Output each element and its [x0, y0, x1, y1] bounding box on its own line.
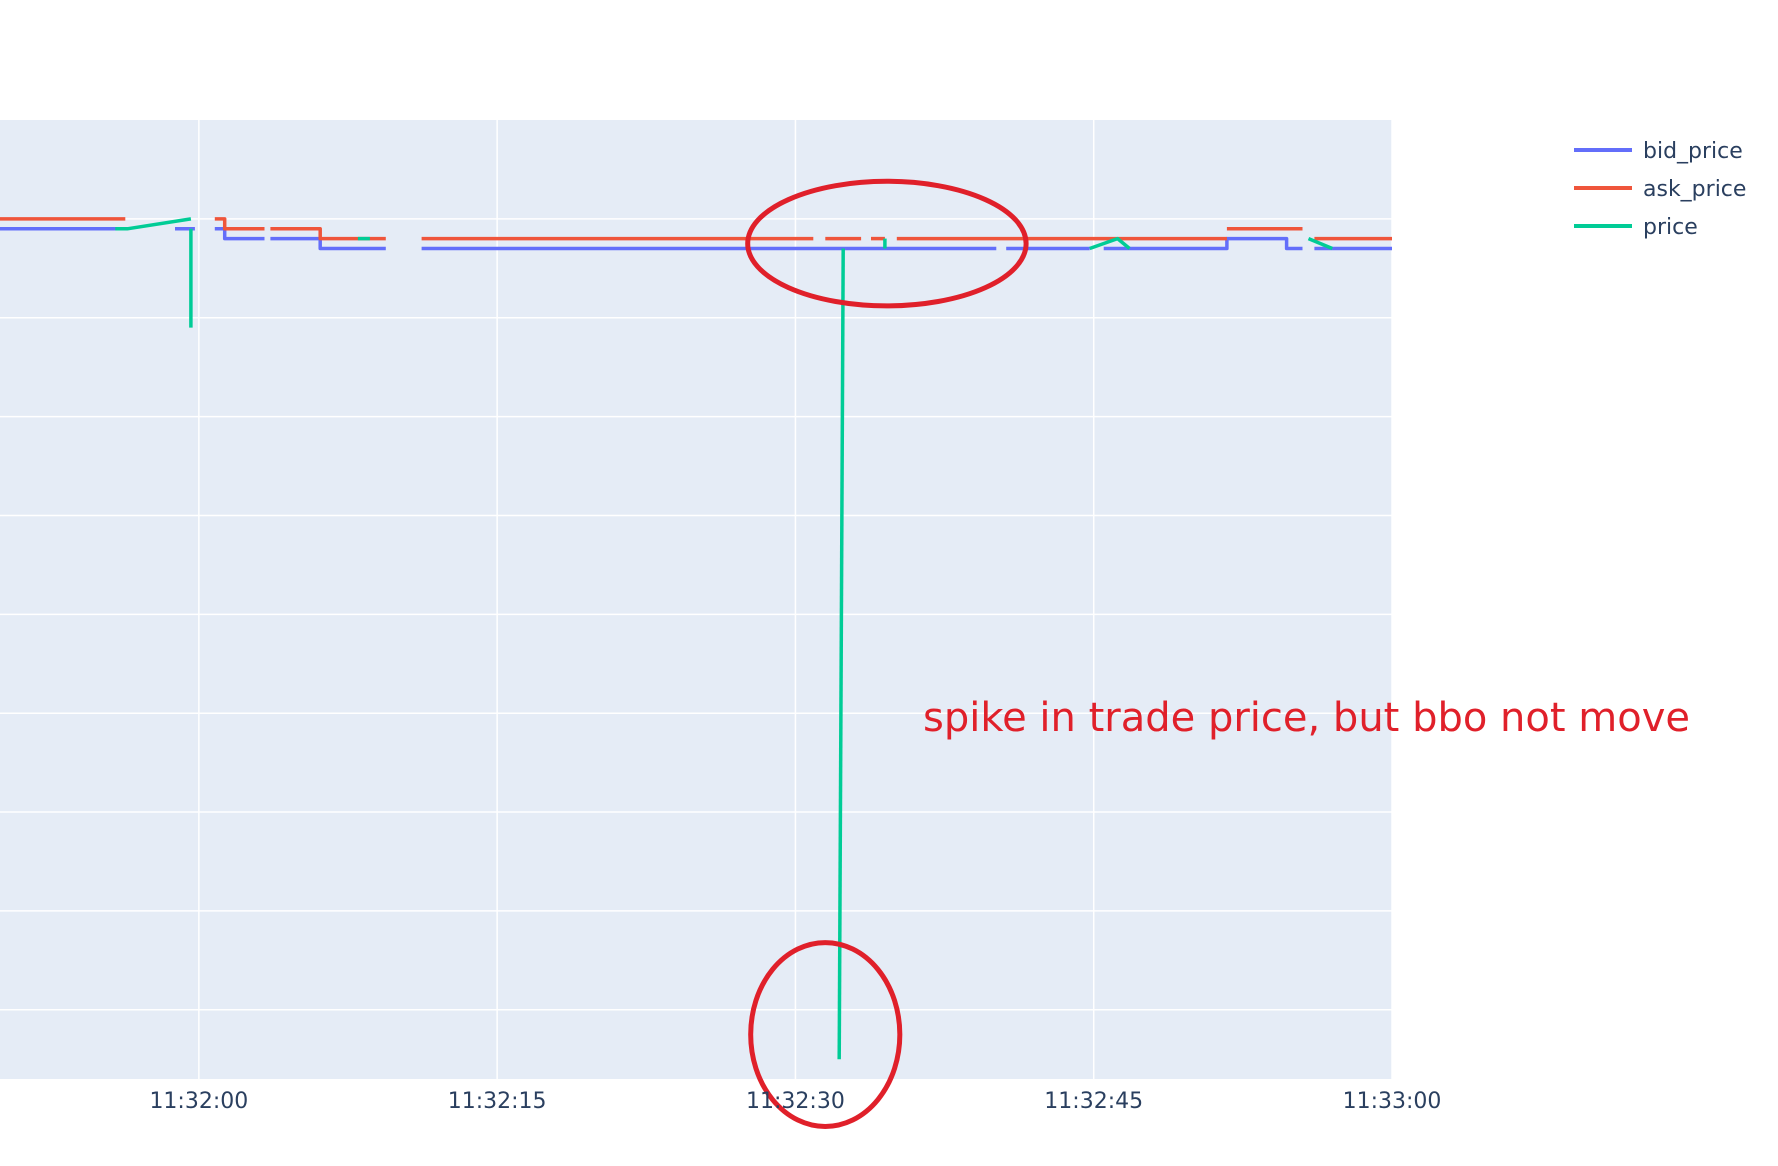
x-tick-label-0: 11:32:00 — [149, 1089, 248, 1114]
x-tick-label-4: 11:33:00 — [1343, 1089, 1442, 1114]
price-line-segment-3 — [837, 248, 845, 1060]
x-tick-label-2: 11:32:30 — [746, 1089, 845, 1114]
highlight-ellipse-0 — [745, 178, 1029, 309]
legend-label-ask_price: ask_price — [1643, 177, 1746, 202]
bid_price-line-segment-6 — [1103, 236, 1303, 251]
ask_price-line-segment-2 — [270, 227, 386, 241]
legend-label-bid_price: bid_price — [1643, 139, 1743, 164]
highlight-ellipse-1 — [748, 940, 903, 1129]
highlight-circles — [745, 178, 1029, 1129]
price-line-segment-0 — [115, 217, 192, 231]
legend-label-price: price — [1643, 215, 1698, 240]
price-line-segment-6 — [1307, 236, 1333, 251]
price-line-segment-5 — [1089, 236, 1131, 251]
x-axis-ticks: 11:32:00 11:32:15 11:32:30 11:32:45 11:33:00 — [149, 1089, 1441, 1114]
gridlines — [0, 120, 1393, 1079]
plot-area — [0, 120, 1392, 1079]
bid_price-line-segment-2 — [214, 227, 265, 241]
series-lines — [0, 217, 1392, 1060]
x-tick-label-1: 11:32:15 — [448, 1089, 547, 1114]
x-tick-label-3: 11:32:45 — [1044, 1089, 1143, 1114]
bid_price-line-segment-3 — [270, 236, 386, 251]
annotation-text: spike in trade price, but bbo not move — [923, 695, 1690, 741]
ask_price-line-segment-1 — [214, 217, 265, 231]
